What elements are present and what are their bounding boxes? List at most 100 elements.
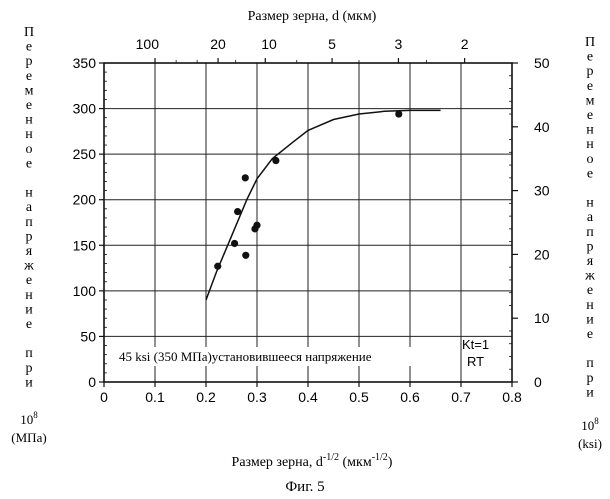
right-y-title-char: ж xyxy=(584,269,595,284)
y2-tick-label: 30 xyxy=(534,183,550,199)
left-y-title-char: е xyxy=(26,273,32,288)
right-y-title-char: п xyxy=(586,356,594,371)
right-y-title-char: н xyxy=(586,123,594,138)
right-y-title-char: р xyxy=(587,64,594,79)
x-axis-title: Размер зерна, d-1/2 (мкм-1/2) xyxy=(232,452,393,470)
stress-annotation: 45 ksi (350 МПа)установившееся напряжени… xyxy=(119,349,372,364)
left-y-title-char: я xyxy=(26,244,33,259)
y2-tick-label: 50 xyxy=(534,55,550,71)
left-y-title-char: о xyxy=(26,142,33,157)
left-y-title-char: н xyxy=(25,127,33,142)
right-y-title-char: и xyxy=(586,385,594,400)
left-y-unit: (МПа) xyxy=(11,430,46,445)
x-tick-label: 0.3 xyxy=(247,389,267,405)
x-axis-title-sup: -1/2 xyxy=(323,452,339,463)
left-y-title-char: м xyxy=(25,83,34,98)
x-tick-label: 0.1 xyxy=(145,389,165,405)
left-y-title-char: р xyxy=(26,229,33,244)
right-y-axis-title: Переменноенапряжениепри xyxy=(584,35,595,400)
fit-curve xyxy=(206,110,441,300)
left-y-title-char: е xyxy=(26,40,32,55)
top-tick-label: 10 xyxy=(261,36,277,52)
left-y-title-char: а xyxy=(26,200,33,215)
x-tick-label: 0.5 xyxy=(349,389,369,405)
y-tick-label: 100 xyxy=(73,283,97,299)
y-tick-label: 300 xyxy=(73,101,97,117)
data-point xyxy=(214,263,221,270)
right-y-title-char: е xyxy=(587,108,593,123)
left-y-title-char: р xyxy=(26,54,33,69)
right-y-unit: (ksi) xyxy=(578,436,602,451)
left-y-title-char: П xyxy=(24,25,34,40)
y-tick-label: 0 xyxy=(88,374,96,390)
right-y-title-char: е xyxy=(587,283,593,298)
top-tick-label: 5 xyxy=(328,36,336,52)
figure-caption: Фиг. 5 xyxy=(285,479,324,495)
x-axis-title-unit: (мкм xyxy=(339,455,372,470)
y-tick-label: 150 xyxy=(73,237,97,253)
right-y-title-char: р xyxy=(587,239,594,254)
right-y-title-char: П xyxy=(585,35,595,50)
data-point xyxy=(272,157,279,164)
top-axis-title: Размер зерна, d (мкм) xyxy=(248,9,377,24)
data-point xyxy=(242,252,249,259)
x-tick-label: 0.6 xyxy=(400,389,420,405)
top-tick-label: 100 xyxy=(136,36,160,52)
right-y-title-char: п xyxy=(586,225,594,240)
left-y-multiplier-base: 10 xyxy=(20,412,33,427)
right-y-title-char: н xyxy=(586,298,594,313)
left-y-multiplier: 108 xyxy=(20,410,38,427)
right-y-multiplier-base: 10 xyxy=(581,418,594,433)
left-y-axis-title: Переменноенапряжениепри xyxy=(23,25,34,390)
right-y-title-char: и xyxy=(586,312,594,327)
right-y-title-char: я xyxy=(587,254,594,269)
x-tick-label: 0.4 xyxy=(298,389,318,405)
rt-annotation: RT xyxy=(467,354,484,369)
right-y-title-char: н xyxy=(586,137,594,152)
data-point xyxy=(242,174,249,181)
right-y-title-char: н xyxy=(586,196,594,211)
left-y-title-char: п xyxy=(25,215,33,230)
x-tick-label: 0.7 xyxy=(451,389,471,405)
left-y-title-char: н xyxy=(25,186,33,201)
x-axis-title-main: Размер зерна, d xyxy=(232,455,323,470)
right-y-title-char: е xyxy=(587,50,593,65)
data-point xyxy=(234,208,241,215)
x-tick-label: 0 xyxy=(100,389,108,405)
x-axis-title-unit-sup: -1/2 xyxy=(372,452,388,463)
left-y-title-char: е xyxy=(26,156,32,171)
right-y-title-char: е xyxy=(587,79,593,94)
left-y-title-char: р xyxy=(26,361,33,376)
right-y-multiplier: 108 xyxy=(581,416,599,433)
grid-lines xyxy=(104,63,512,382)
data-point xyxy=(253,222,260,229)
left-y-title-char: н xyxy=(25,113,33,128)
y-tick-label: 200 xyxy=(73,192,97,208)
left-y-title-char: и xyxy=(25,375,33,390)
x-tick-label: 0.2 xyxy=(196,389,216,405)
left-y-title-char: е xyxy=(26,69,32,84)
right-y-title-char: м xyxy=(586,93,595,108)
right-y-title-char: а xyxy=(587,210,594,225)
y-tick-label: 350 xyxy=(73,55,97,71)
right-y-title-char: е xyxy=(587,327,593,342)
left-y-title-char: н xyxy=(25,288,33,303)
left-y-title-char: е xyxy=(26,98,32,113)
y-tick-label: 50 xyxy=(80,328,96,344)
right-y-title-char: р xyxy=(587,371,594,386)
right-y-title-char: о xyxy=(587,152,594,167)
y2-tick-label: 0 xyxy=(534,374,542,390)
right-y-multiplier-exp: 8 xyxy=(594,416,599,426)
left-y-title-char: и xyxy=(25,302,33,317)
left-y-title-char: е xyxy=(26,317,32,332)
left-y-title-char: ж xyxy=(23,259,34,274)
y2-tick-label: 10 xyxy=(534,310,550,326)
left-y-multiplier-exp: 8 xyxy=(33,410,38,420)
data-point xyxy=(231,240,238,247)
left-y-title-char: п xyxy=(25,346,33,361)
top-tick-label: 2 xyxy=(461,36,469,52)
data-point xyxy=(395,110,402,117)
top-tick-label: 20 xyxy=(210,36,226,52)
y-tick-label: 250 xyxy=(73,146,97,162)
